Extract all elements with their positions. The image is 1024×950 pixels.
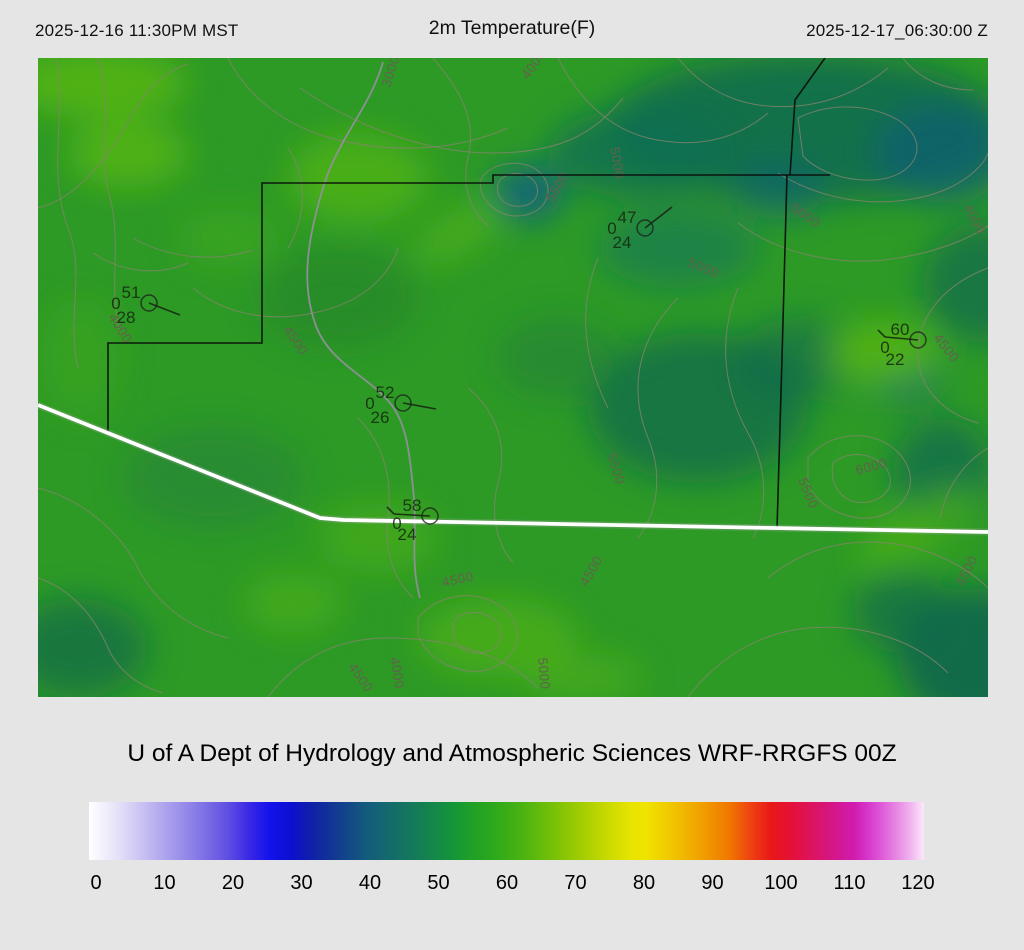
station-temperature: 60 bbox=[891, 320, 910, 339]
contour-label: 5000 bbox=[535, 657, 553, 690]
colorbar-tick-label: 80 bbox=[632, 872, 656, 894]
colorbar-tick-label: 10 bbox=[153, 872, 176, 894]
colorbar-tick-label: 0 bbox=[90, 872, 102, 894]
station-temperature: 51 bbox=[122, 283, 141, 302]
station-dewpoint: 24 bbox=[613, 233, 632, 252]
contour-label: 4500 bbox=[441, 569, 475, 590]
station-circle bbox=[421, 507, 439, 525]
plot-title: 2m Temperature(F) bbox=[428, 17, 596, 39]
wind-barb bbox=[644, 206, 673, 229]
colorbar-tick-label: 110 bbox=[833, 872, 866, 894]
colorbar-tick-label: 90 bbox=[701, 872, 724, 894]
station-circle bbox=[636, 219, 654, 237]
valid-time-local: 2025-12-16 11:30PM MST bbox=[35, 21, 239, 40]
wind-barb bbox=[402, 402, 437, 410]
contour-label: 4000 bbox=[387, 656, 407, 690]
colorbar-tick-label: 70 bbox=[564, 872, 587, 894]
river-line bbox=[306, 61, 421, 599]
station-dewpoint: 26 bbox=[371, 408, 390, 427]
international-border bbox=[38, 401, 988, 536]
station-dewpoint: 28 bbox=[117, 308, 136, 327]
colorbar-tick-label: 120 bbox=[901, 872, 935, 894]
colorbar-tick-label: 50 bbox=[427, 872, 450, 894]
station-dewpoint: 22 bbox=[886, 350, 905, 369]
colorbar bbox=[89, 802, 924, 860]
station-mid-value: 0 bbox=[111, 294, 120, 313]
station-temperature: 58 bbox=[403, 496, 422, 515]
colorbar-tick-label: 30 bbox=[290, 872, 313, 894]
station-mid-value: 0 bbox=[880, 338, 889, 357]
station-circle bbox=[909, 331, 927, 349]
colorbar-ticks: 0 10 20 30 40 50 60 70 80 90 100 110 120 bbox=[90, 872, 934, 900]
station-circle bbox=[394, 394, 412, 412]
wind-barb-tick bbox=[877, 329, 886, 338]
contour-label: 5000 bbox=[607, 146, 627, 180]
temperature-shading bbox=[38, 58, 988, 697]
station-mid-value: 0 bbox=[392, 514, 401, 533]
station-mid-value: 0 bbox=[365, 394, 374, 413]
valid-time-utc: 2025-12-17_06:30:00 Z bbox=[806, 21, 988, 40]
wind-barb bbox=[148, 302, 181, 316]
colorbar-tick-label: 100 bbox=[764, 872, 798, 894]
caption: U of A Dept of Hydrology and Atmospheric… bbox=[127, 740, 897, 767]
wind-barb bbox=[884, 336, 919, 341]
elevation-contours bbox=[38, 58, 988, 697]
station-temperature: 47 bbox=[618, 208, 637, 227]
station-circle bbox=[140, 294, 158, 312]
forecast-map: 3000 4000 5000 5500 5000 5000 4000 4500 4500 4000… bbox=[38, 58, 988, 697]
wind-barb bbox=[393, 513, 431, 517]
station-dewpoint: 24 bbox=[398, 525, 417, 544]
county-boundary bbox=[107, 58, 830, 530]
colorbar-tick-label: 40 bbox=[358, 872, 382, 894]
colorbar-tick-label: 20 bbox=[221, 872, 245, 894]
wind-barb-tick bbox=[386, 506, 395, 515]
station-temperature: 52 bbox=[376, 383, 395, 402]
colorbar-tick-label: 60 bbox=[495, 872, 519, 894]
station-mid-value: 0 bbox=[607, 219, 616, 238]
temperature-field-map: 3000 400050005500500050004000450045004000… bbox=[38, 58, 988, 697]
